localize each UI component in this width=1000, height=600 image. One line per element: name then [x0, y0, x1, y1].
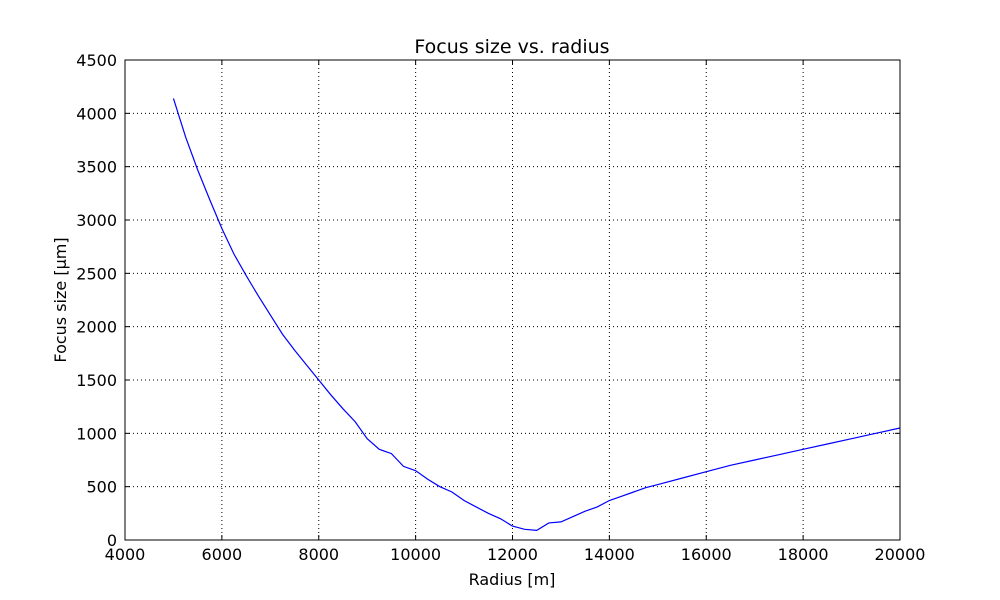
y-tick-label: 0: [107, 531, 117, 550]
y-tick-label: 4500: [76, 51, 117, 70]
x-tick-label: 10000: [390, 545, 441, 564]
y-tick-label: 2500: [76, 264, 117, 283]
x-tick-label: 6000: [202, 545, 243, 564]
plot-lines: [172, 98, 901, 532]
x-tick-label: 18000: [778, 545, 829, 564]
y-axis-label: Focus size [µm]: [51, 237, 70, 362]
x-tick-label: 12000: [487, 545, 538, 564]
x-tick-label: 20000: [875, 545, 926, 564]
y-tick-label: 3000: [76, 211, 117, 230]
series-line: [172, 98, 901, 532]
x-tick-label: 14000: [584, 545, 635, 564]
x-axis-label: Radius [m]: [469, 570, 556, 589]
plot-frame: [124, 59, 901, 541]
y-tick-label: 4000: [76, 104, 117, 123]
y-tick-label: 500: [86, 478, 117, 497]
grid: [124, 59, 901, 541]
tick-labels: 4000 6000 8000 10000 12000 14000 16000 18000 200…: [76, 51, 925, 564]
x-tick-label: 4000: [105, 545, 146, 564]
y-tick-label: 1000: [76, 424, 117, 443]
y-tick-label: 3500: [76, 158, 117, 177]
y-tick-label: 2000: [76, 318, 117, 337]
x-tick-label: 16000: [681, 545, 732, 564]
x-tick-label: 8000: [298, 545, 339, 564]
chart-title: Focus size vs. radius: [414, 36, 609, 58]
y-tick-label: 1500: [76, 371, 117, 390]
